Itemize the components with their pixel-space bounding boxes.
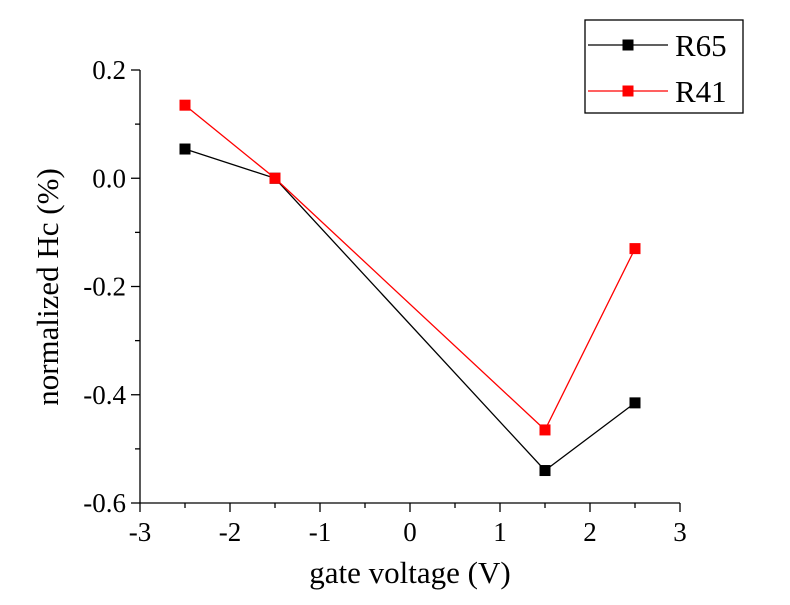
data-point-r41	[269, 172, 281, 184]
x-tick-label: -2	[219, 517, 242, 547]
y-tick-label: -0.2	[83, 272, 126, 302]
legend-label-r65: R65	[675, 28, 727, 63]
data-point-r41	[179, 99, 191, 111]
legend-label-r41: R41	[675, 74, 727, 109]
y-tick-label: 0.0	[92, 163, 126, 193]
x-tick-label: 3	[673, 517, 687, 547]
data-point-r65	[539, 465, 551, 477]
y-axis-title: normalized Hc (%)	[30, 168, 65, 406]
x-axis-title: gate voltage (V)	[309, 555, 510, 590]
x-tick-label: -1	[309, 517, 332, 547]
series-line-r65	[184, 148, 636, 472]
x-tick-label: -3	[129, 517, 152, 547]
series-group	[179, 99, 641, 477]
x-tick-label: 0	[403, 517, 417, 547]
data-point-r65	[179, 143, 191, 155]
data-point-r41	[539, 424, 551, 436]
x-tick-label: 2	[583, 517, 597, 547]
y-tick-label: -0.6	[83, 488, 126, 518]
legend-marker-r65	[622, 39, 634, 51]
y-tick-label: -0.4	[83, 380, 126, 410]
x-tick-label: 1	[493, 517, 507, 547]
data-point-r41	[629, 243, 641, 255]
legend-marker-r41	[622, 85, 634, 97]
series-line-r41	[184, 104, 636, 431]
y-tick-label: 0.2	[92, 55, 126, 85]
data-point-r65	[629, 397, 641, 409]
legend-box	[584, 19, 744, 114]
axes: -3 -2 -1 0 1 2 3 -0.6 -0.4 -0.2 0.0 0.2	[83, 55, 687, 547]
